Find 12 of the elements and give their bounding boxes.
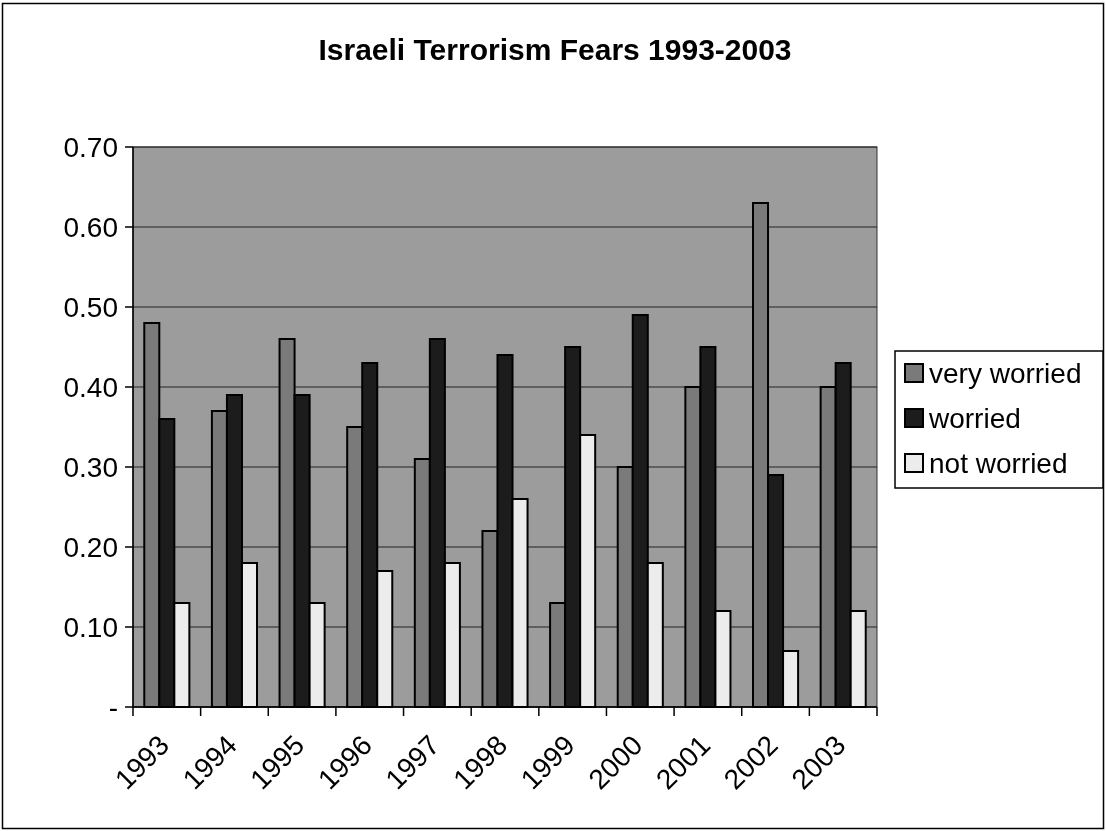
y-tick-label: - (108, 691, 118, 723)
y-tick-label: 0.40 (63, 371, 118, 403)
y-tick-label: 0.60 (63, 211, 118, 243)
y-tick-label: 0.10 (63, 611, 118, 643)
legend-label: very worried (929, 357, 1082, 389)
legend-label: not worried (929, 447, 1068, 479)
y-tick-label: 0.30 (63, 451, 118, 483)
chart-title: Israeli Terrorism Fears 1993-2003 (318, 33, 792, 66)
y-tick-label: 0.70 (63, 131, 118, 163)
legend-label: worried (928, 402, 1021, 434)
y-tick-label: 0.50 (63, 291, 118, 323)
y-tick-label: 0.20 (63, 531, 118, 563)
